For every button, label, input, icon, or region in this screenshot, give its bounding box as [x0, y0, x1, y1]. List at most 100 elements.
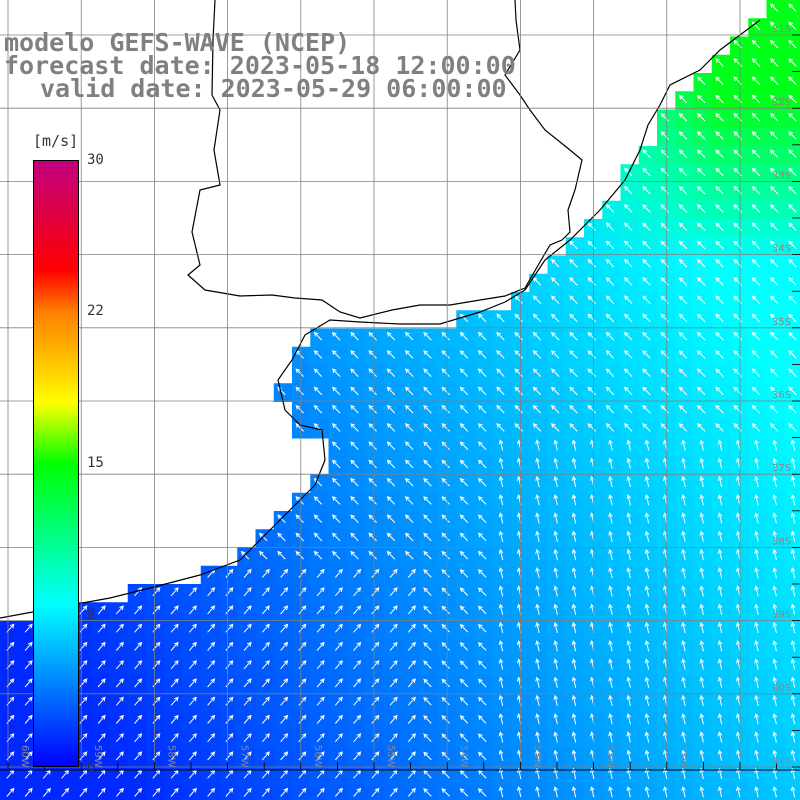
wind-arrow: [696, 313, 706, 323]
wind-arrow: [459, 313, 469, 323]
wind-arrow: [754, 603, 759, 615]
wind-arrow: [368, 477, 377, 487]
wind-arrow: [261, 587, 270, 597]
wind-arrow: [477, 642, 487, 651]
wind-arrow: [571, 567, 577, 579]
wind-arrow: [170, 787, 179, 797]
wind-speed-cell: [146, 784, 165, 800]
wind-arrow: [496, 313, 505, 323]
wind-arrow: [608, 713, 613, 725]
wind-arrow: [298, 623, 307, 633]
wind-arrow: [207, 696, 216, 706]
wind-arrow: [699, 585, 705, 597]
wind-arrow: [623, 258, 633, 268]
wind-arrow: [389, 696, 398, 706]
wind-arrow: [423, 532, 432, 542]
wind-arrow: [587, 222, 596, 231]
wind-arrow: [261, 751, 270, 761]
wind-arrow: [769, 277, 779, 286]
wind-arrow: [678, 149, 688, 158]
wind-arrow: [788, 167, 797, 177]
wind-arrow: [459, 642, 469, 651]
wind-arrow: [115, 678, 124, 688]
wind-speed-cell: [273, 784, 293, 800]
wind-arrow: [790, 530, 796, 542]
wind-arrow: [790, 567, 796, 579]
wind-arrow: [681, 585, 686, 597]
wind-arrow: [353, 733, 362, 743]
wind-arrow: [571, 439, 577, 451]
wind-arrow: [571, 676, 577, 688]
wind-arrow: [681, 530, 686, 542]
wind-speed-cell: [784, 255, 800, 275]
wind-arrow: [754, 585, 759, 597]
wind-arrow: [736, 676, 741, 688]
wind-arrow: [623, 222, 633, 231]
wind-arrow: [751, 39, 761, 49]
wind-arrow: [532, 313, 542, 323]
wind-arrow: [423, 550, 432, 560]
wind-arrow: [699, 457, 705, 469]
wind-speed-cell: [784, 584, 800, 603]
wind-arrow: [717, 731, 723, 743]
wind-arrow: [353, 568, 362, 578]
wind-arrow: [571, 731, 577, 743]
wind-arrow: [188, 660, 197, 670]
wind-arrow: [498, 530, 504, 542]
wind-arrow: [498, 457, 504, 469]
wind-arrow: [715, 131, 724, 140]
wind-arrow: [459, 696, 469, 706]
wind-arrow: [331, 477, 341, 487]
wind-arrow: [644, 694, 650, 707]
wind-arrow: [368, 441, 377, 450]
wind-arrow: [331, 441, 341, 450]
wind-arrow: [717, 475, 723, 488]
wind-arrow: [644, 713, 650, 725]
wind-arrow: [696, 222, 706, 231]
wind-arrow: [569, 258, 578, 268]
wind-speed-cell: [784, 438, 800, 457]
wind-speed-cell: [784, 127, 800, 147]
wind-arrow: [772, 585, 778, 597]
wind-arrow: [754, 658, 759, 670]
wind-arrow: [605, 368, 615, 377]
wind-arrow: [699, 494, 705, 506]
lon-label: 60W: [19, 745, 30, 768]
wind-arrow: [769, 149, 779, 158]
wind-arrow: [134, 660, 143, 670]
wind-speed-cell: [401, 784, 421, 800]
lat-label: 40S: [772, 683, 791, 694]
wind-arrow: [696, 331, 706, 341]
wind-arrow: [496, 423, 505, 432]
wind-arrow: [441, 769, 450, 779]
wind-arrow: [316, 678, 325, 688]
wind-arrow: [772, 567, 778, 579]
wind-arrow: [280, 714, 289, 724]
wind-arrow: [170, 623, 179, 633]
wind-arrow: [350, 350, 359, 359]
wind-arrow: [715, 222, 724, 231]
wind-arrow: [115, 623, 124, 633]
wind-arrow: [626, 512, 632, 524]
wind-arrow: [261, 641, 270, 651]
wind-arrow: [496, 386, 505, 396]
wind-arrow: [715, 295, 724, 304]
wind-arrow: [736, 658, 741, 670]
wind-arrow: [225, 568, 234, 578]
wind-arrow: [295, 404, 304, 414]
wind-arrow: [188, 751, 197, 761]
wind-arrow: [331, 386, 341, 396]
wind-arrow: [681, 676, 686, 688]
wind-arrow: [535, 494, 540, 506]
wind-arrow: [626, 475, 632, 488]
wind-arrow: [571, 475, 577, 488]
wind-arrow: [316, 696, 325, 706]
wind-arrow: [368, 350, 377, 359]
wind-arrow: [660, 112, 669, 122]
wind-arrow: [608, 749, 613, 761]
wind-arrow: [423, 642, 432, 651]
wind-arrow: [368, 514, 377, 523]
wind-arrow: [715, 112, 724, 122]
wind-arrow: [423, 623, 432, 633]
wind-arrow: [717, 621, 723, 634]
